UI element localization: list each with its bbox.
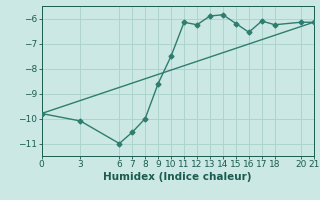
X-axis label: Humidex (Indice chaleur): Humidex (Indice chaleur) [103, 172, 252, 182]
